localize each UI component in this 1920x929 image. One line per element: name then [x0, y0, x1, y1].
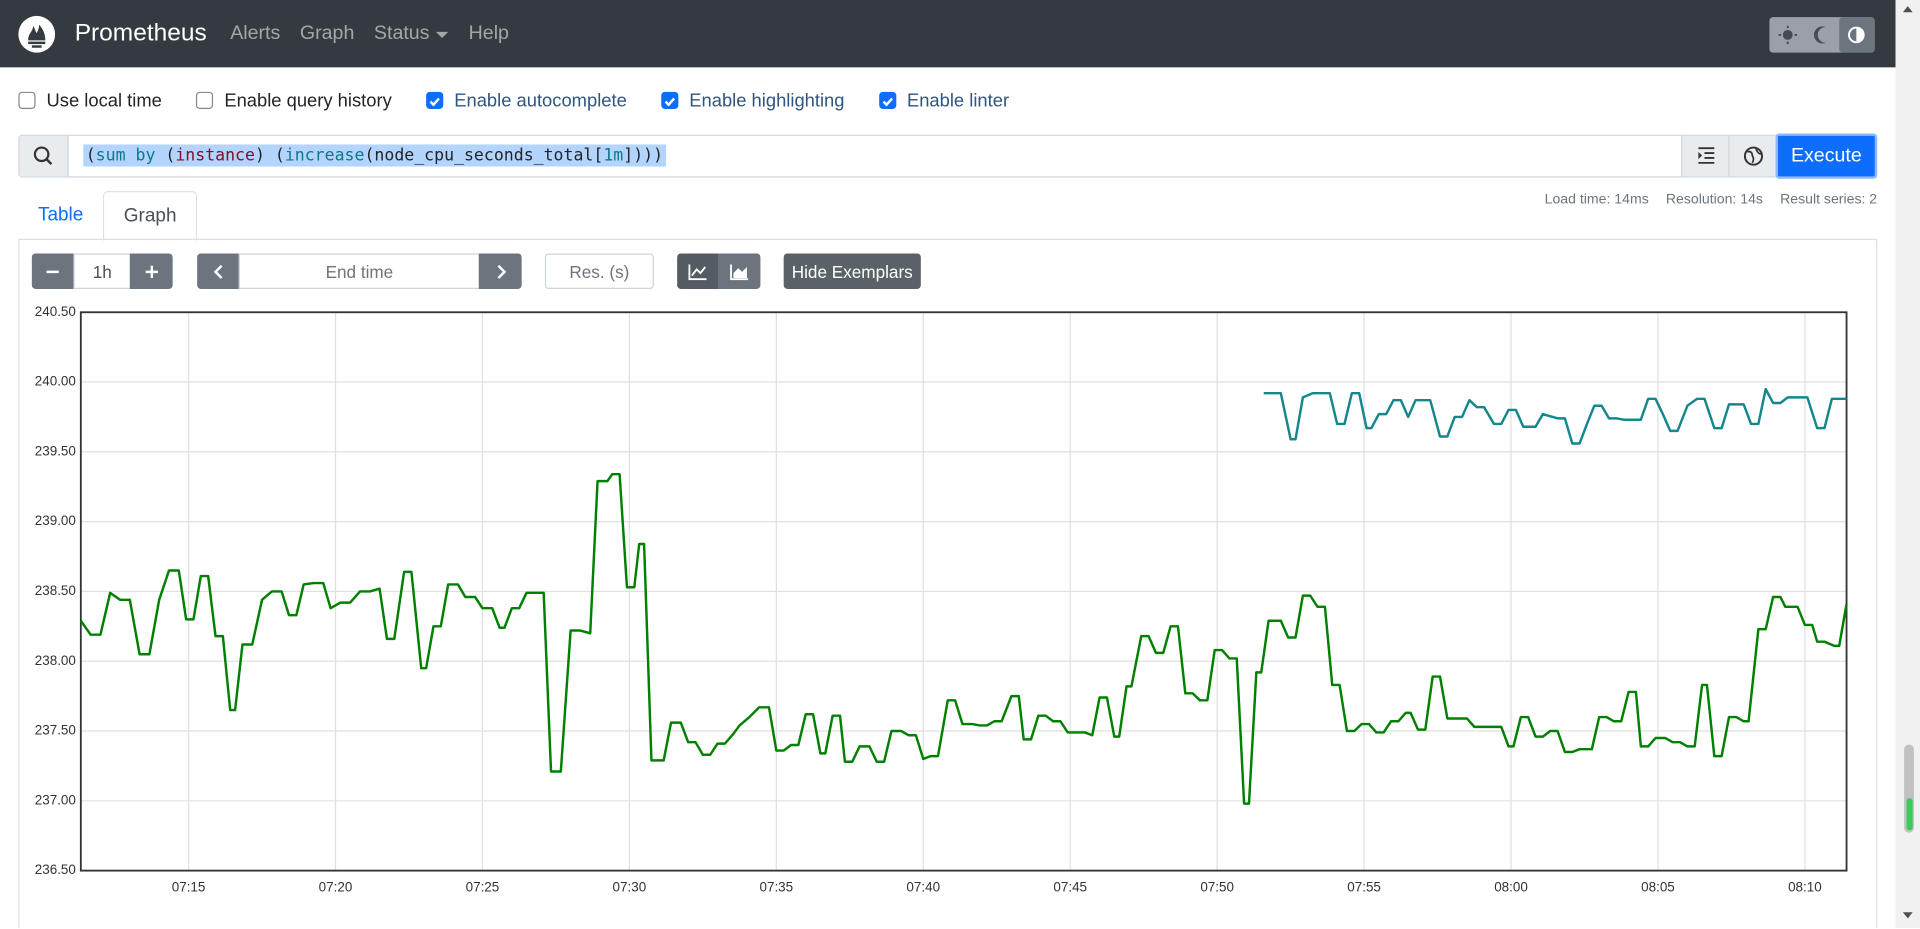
- query-token: increase: [284, 145, 365, 166]
- query-token: 1m: [603, 145, 624, 166]
- checkbox[interactable]: [18, 91, 36, 109]
- option: Enable autocomplete: [426, 88, 627, 112]
- nav-link[interactable]: Graph: [299, 23, 355, 45]
- y-tick-label: 239.00: [35, 513, 76, 528]
- end-time-forward[interactable]: [478, 253, 522, 289]
- theme-icons[interactable]: [1769, 17, 1875, 53]
- check-mark: [882, 97, 893, 107]
- plot-border: [79, 311, 1848, 872]
- query-tools: [1681, 135, 1776, 177]
- stacked-button[interactable]: [718, 253, 761, 289]
- brand[interactable]: Prometheus: [74, 19, 207, 47]
- check-mark: [429, 97, 440, 107]
- query-stats: Load time: 14ms Resolution: 14s Result ser…: [1545, 192, 1878, 207]
- option-label[interactable]: Enable highlighting: [689, 90, 845, 111]
- query-token: ]))): [623, 145, 664, 166]
- option-label[interactable]: Enable autocomplete: [454, 90, 627, 111]
- stat: Resolution: 14s: [1665, 192, 1763, 207]
- query-tool-icons[interactable]: [1682, 135, 1775, 177]
- y-tick-label: 237.50: [35, 723, 76, 738]
- x-tick-label: 08:10: [1788, 879, 1822, 894]
- stat: Result series: 2: [1780, 192, 1878, 207]
- option-label[interactable]: Use local time: [46, 90, 162, 111]
- area-icon: [730, 263, 749, 280]
- y-tick-label: 240.00: [35, 374, 76, 389]
- y-tick-label: 238.00: [35, 653, 76, 668]
- query-token: sum by: [95, 145, 156, 166]
- lines-button[interactable]: [677, 253, 719, 289]
- option: Enable query history: [196, 88, 392, 112]
- end-time-input[interactable]: End time: [238, 253, 481, 289]
- series-line: [79, 472, 1848, 805]
- y-tick-label: 239.50: [35, 443, 76, 458]
- nav-links: Alerts Graph Status Help: [230, 23, 509, 45]
- option: Enable linter: [878, 88, 1010, 112]
- y-tick-label: 240.50: [35, 304, 76, 319]
- scrollbar-parts[interactable]: [1896, 0, 1920, 928]
- x-tick-label: 07:20: [319, 879, 353, 894]
- checkbox[interactable]: [426, 91, 444, 109]
- option: Enable highlighting: [661, 88, 845, 112]
- y-tick-label: 236.50: [35, 862, 76, 877]
- range-increase[interactable]: [129, 253, 173, 289]
- query-box[interactable]: [18, 134, 1878, 178]
- option-label[interactable]: Enable linter: [906, 90, 1010, 111]
- nav-link[interactable]: Alerts: [230, 23, 281, 45]
- end-time-back[interactable]: [197, 253, 241, 289]
- resolution-input[interactable]: Res. (s): [544, 253, 654, 289]
- options: Use local time Enable query history Enable…: [18, 88, 1043, 112]
- stat: Load time: 14ms: [1544, 192, 1649, 207]
- checkbox[interactable]: [196, 91, 214, 109]
- y-tick-label: 238.50: [35, 583, 76, 598]
- query-token: (node_cpu_seconds_total[: [364, 145, 604, 166]
- x-tick-label: 07:50: [1200, 879, 1234, 894]
- series-line: [1263, 387, 1847, 445]
- scrollbar: [1895, 0, 1920, 929]
- search-addon: [19, 135, 69, 177]
- query-token: (: [155, 145, 176, 166]
- hide-exemplars[interactable]: Hide Exemplars: [783, 253, 921, 289]
- x-tick-label: 07:40: [906, 879, 940, 894]
- theme-toggle: [1769, 17, 1875, 53]
- search-icon: [33, 146, 53, 165]
- checkbox[interactable]: [878, 91, 896, 109]
- navbar: Prometheus Alerts Graph Status Help: [0, 0, 1896, 68]
- graph-panel: [18, 238, 1878, 929]
- x-tick-label: 08:00: [1494, 879, 1528, 894]
- nav-link[interactable]: Help: [468, 23, 509, 45]
- dropdown-caret: [435, 31, 448, 38]
- option-label[interactable]: Enable query history: [224, 90, 392, 111]
- x-tick-label: 07:30: [613, 879, 647, 894]
- query-expression[interactable]: (sum by (instance) (increase(node_cpu_se…: [83, 144, 666, 167]
- logo[interactable]: [17, 15, 56, 54]
- tab[interactable]: Graph: [102, 191, 198, 242]
- option: Use local time: [18, 88, 162, 112]
- tabs: Table Graph: [18, 191, 198, 242]
- tab[interactable]: Table: [37, 204, 84, 226]
- range-decrease[interactable]: [31, 253, 74, 289]
- x-tick-label: 07:25: [466, 879, 500, 894]
- execute-button[interactable]: Execute: [1775, 133, 1878, 179]
- nav-link[interactable]: Status: [374, 23, 449, 45]
- x-tick-label: 07:35: [759, 879, 793, 894]
- x-tick-label: 07:55: [1347, 879, 1381, 894]
- query-token: ) (: [254, 145, 285, 166]
- line-icon: [688, 263, 707, 280]
- x-tick-label: 07:45: [1053, 879, 1087, 894]
- plus-icon: [145, 265, 158, 278]
- x-tick-label: 07:15: [172, 879, 206, 894]
- x-tick-label: 08:05: [1641, 879, 1675, 894]
- checkbox[interactable]: [661, 91, 679, 109]
- query-token: (: [85, 145, 96, 166]
- chevron-left: [213, 264, 222, 279]
- check-mark: [664, 97, 675, 107]
- y-tick-label: 237.00: [35, 792, 76, 807]
- chevron-right: [496, 264, 506, 279]
- minus-icon: [46, 270, 59, 273]
- query-token: instance: [175, 145, 255, 166]
